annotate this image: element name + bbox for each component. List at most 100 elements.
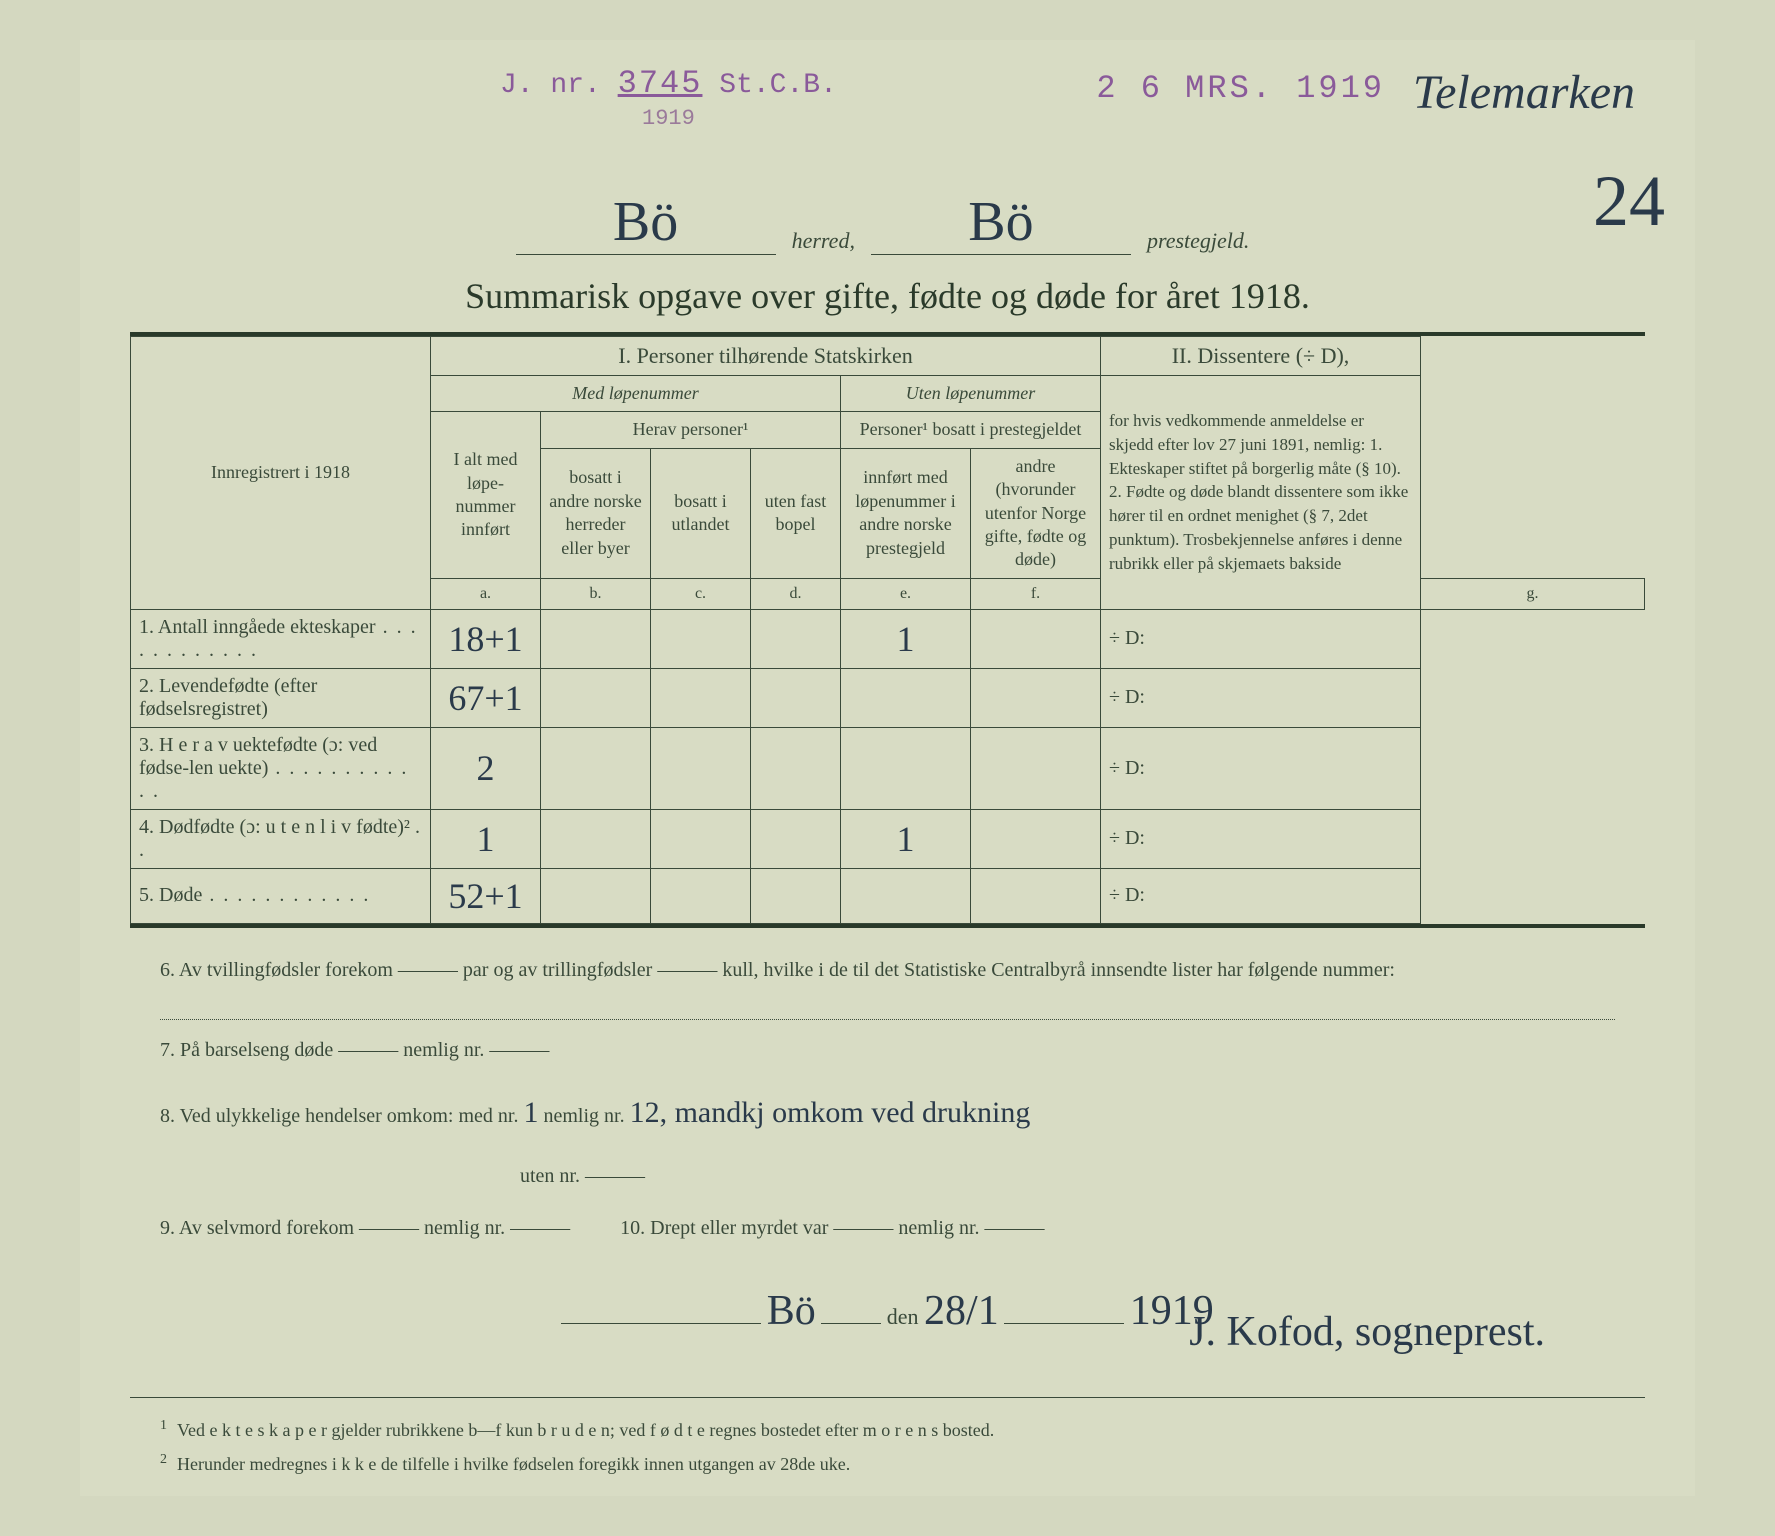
row-3-e [841,727,971,809]
col-c-header: bosatt i utlandet [651,448,751,578]
col-innregistrert: Innregistrert i 1918 [131,337,431,610]
row-2-g: ÷ D: [1101,668,1421,727]
row-3-a: 2 [431,727,541,809]
row-1-label: 1. Antall inngåede ekteskaper [131,609,431,668]
header-line: Bö herred, Bö prestegjeld. [130,190,1645,255]
col-a-header: I alt med løpe-nummer innført [431,412,541,578]
line-8-pre: 8. Ved ulykkelige hendelser omkom: med n… [160,1105,518,1127]
row-4-e: 1 [841,809,971,868]
sub-d: d. [751,578,841,609]
herred-label: herred, [792,228,855,253]
section-2-header: II. Dissentere (÷ D), [1101,337,1421,376]
jnr-prefix: J. nr. [500,70,601,101]
row-4-d [751,809,841,868]
line-8-handwritten: 12, mandkj omkom ved drukning [630,1096,1031,1129]
row-2-d [751,668,841,727]
line-6: 6. Av tvillingfødsler forekom ——— par og… [160,948,1615,992]
jnr-number: 3745 [618,65,703,102]
row-3-b [541,727,651,809]
row-2-b [541,668,651,727]
row-5-e [841,868,971,923]
sub-f: f. [971,578,1101,609]
thick-rule-bottom [130,924,1645,928]
document-title: Summarisk opgave over gifte, fødte og dø… [130,275,1645,317]
row-1-c [651,609,751,668]
line-9-10: 9. Av selvmord forekom ——— nemlig nr. ——… [160,1206,1615,1250]
uten-lopenummer: Uten løpenummer [841,376,1101,412]
sub-g: g. [1421,578,1645,609]
document-paper: J. nr. 3745 St.C.B. 1919 2 6 MRS. 1919 T… [80,40,1695,1496]
dissentere-text: for hvis vedkommende anmeldelse er skjed… [1101,376,1421,610]
line-6-blank [160,1000,1615,1020]
row-4-c [651,809,751,868]
herred-name: Bö [516,190,776,255]
jnr-suffix: St.C.B. [719,70,837,101]
row-3-label: 3. H e r a v uektefødte (ɔ: ved fødse-le… [131,727,431,809]
row-5-c [651,868,751,923]
table-row: 5. Døde 52+1 ÷ D: [131,868,1645,923]
row-4-a: 1 [431,809,541,868]
main-table: Innregistrert i 1918 I. Personer tilhøre… [130,336,1645,924]
row-1-a: 18+1 [431,609,541,668]
line-8-uten: uten nr. ——— [160,1154,1615,1198]
footnote-2: 2Herunder medregnes i k k e de tilfelle … [160,1447,1645,1480]
row-2-label: 2. Levendefødte (efter fødselsregistret) [131,668,431,727]
table-row: 2. Levendefødte (efter fødselsregistret)… [131,668,1645,727]
region-handwritten: Telemarken [1413,65,1635,120]
table-row: 1. Antall inngåede ekteskaper 18+1 1 ÷ D… [131,609,1645,668]
row-3-f [971,727,1101,809]
row-4-b [541,809,651,868]
line-8: 8. Ved ulykkelige hendelser omkom: med n… [160,1080,1615,1146]
row-5-label: 5. Døde [131,868,431,923]
sig-date: 28/1 [924,1288,999,1334]
footnotes: 1Ved e k t e s k a p e r gjelder rubrikk… [130,1397,1645,1480]
row-1-e: 1 [841,609,971,668]
row-4-f [971,809,1101,868]
med-lopenummer: Med løpenummer [431,376,841,412]
line-8-mednr: 1 [523,1096,538,1129]
row-1-b [541,609,651,668]
journal-number-stamp: J. nr. 3745 St.C.B. 1919 [500,65,837,133]
row-3-d [751,727,841,809]
row-1-f [971,609,1101,668]
line-8-mid: nemlig nr. [543,1105,624,1127]
sig-den: den [887,1304,919,1329]
col-f-header: andre (hvorunder utenfor Norge gifte, fø… [971,448,1101,578]
line-7: 7. På barselseng døde ——— nemlig nr. ——— [160,1028,1615,1072]
herav-personer: Herav personer¹ [541,412,841,448]
line-10: 10. Drept eller myrdet var ——— nemlig nr… [620,1217,1044,1239]
prestegjeld-name: Bö [871,190,1131,255]
row-3-g: ÷ D: [1101,727,1421,809]
jnr-year: 1919 [642,106,695,131]
row-1-d [751,609,841,668]
row-5-f [971,868,1101,923]
sub-c: c. [651,578,751,609]
row-5-g: ÷ D: [1101,868,1421,923]
row-2-f [971,668,1101,727]
row-2-a: 67+1 [431,668,541,727]
below-table-section: 6. Av tvillingfødsler forekom ——— par og… [130,948,1645,1357]
sub-e: e. [841,578,971,609]
row-4-g: ÷ D: [1101,809,1421,868]
col-e-header: innført med løpenummer i andre norske pr… [841,448,971,578]
row-5-b [541,868,651,923]
prestegjeld-label: prestegjeld. [1147,228,1249,253]
section-1-header: I. Personer tilhørende Statskirken [431,337,1101,376]
signature: J. Kofod, sogneprest. [1189,1308,1545,1356]
row-4-label: 4. Dødfødte (ɔ: u t e n l i v fødte)² . … [131,809,431,868]
table-row: 4. Dødfødte (ɔ: u t e n l i v fødte)² . … [131,809,1645,868]
sub-b: b. [541,578,651,609]
date-stamp: 2 6 MRS. 1919 [1096,70,1385,107]
table-row: 3. H e r a v uektefødte (ɔ: ved fødse-le… [131,727,1645,809]
row-5-a: 52+1 [431,868,541,923]
sig-place: Bö [767,1288,816,1334]
row-2-c [651,668,751,727]
col-b-header: bosatt i andre norske herreder eller bye… [541,448,651,578]
sub-a: a. [431,578,541,609]
personer-bosatt: Personer¹ bosatt i prestegjeldet [841,412,1101,448]
row-1-g: ÷ D: [1101,609,1421,668]
line-9: 9. Av selvmord forekom ——— nemlig nr. ——… [160,1217,570,1239]
row-3-c [651,727,751,809]
row-5-d [751,868,841,923]
row-2-e [841,668,971,727]
